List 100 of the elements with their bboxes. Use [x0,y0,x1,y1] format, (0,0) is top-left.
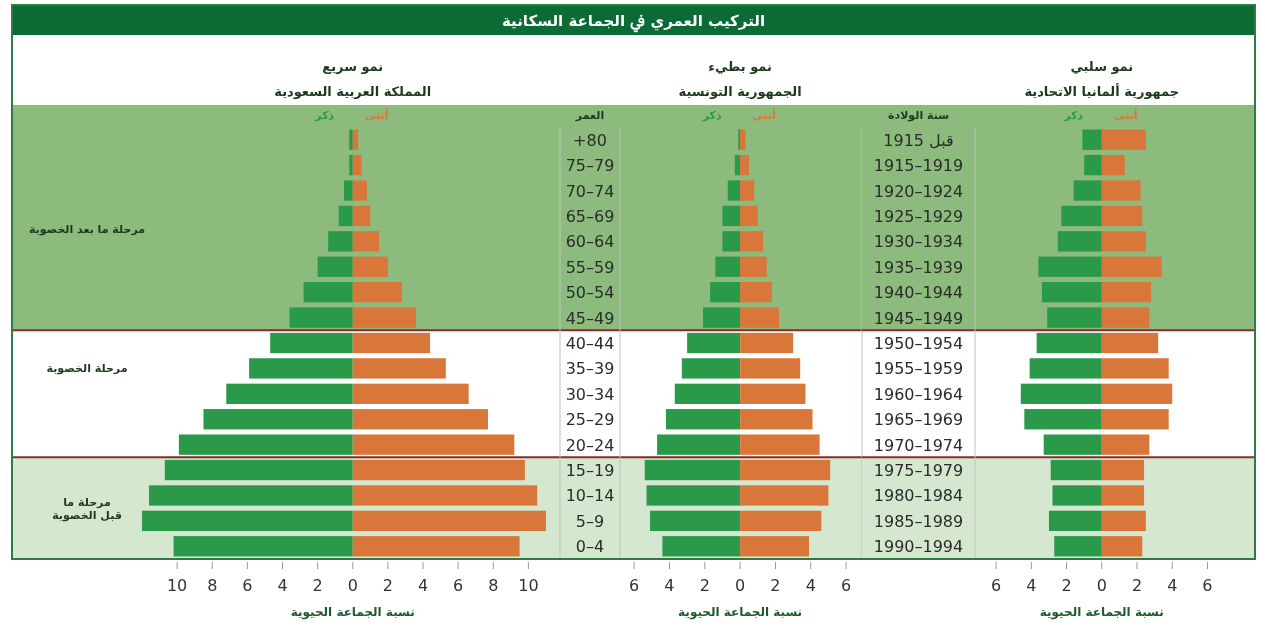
x-tick-label: 0 [347,576,358,595]
bar [1043,434,1102,455]
bar [740,536,810,557]
bar [352,129,359,150]
bar [715,256,741,277]
bar [740,129,746,150]
bar [1101,409,1169,430]
bar [650,510,741,532]
chart-subtitle: المملكة العربية السعودية [274,84,432,99]
bar [303,282,353,303]
y-tick-label: 1935–1939 [873,257,964,277]
y-tick-label: 20–24 [565,435,615,455]
y-tick-label: 5–9 [575,511,605,531]
chart-title: نمو سلبي [1070,59,1134,74]
x-tick-label: 10 [166,576,188,595]
y-tick-label: 1925–1929 [873,206,964,226]
bar [740,256,767,277]
bar [352,282,402,303]
bar [352,434,515,455]
series-label: أنثى [364,108,389,122]
bar [681,358,741,379]
bar [740,459,831,481]
y-tick-label: 1975–1979 [873,461,964,481]
bar [352,536,520,557]
series-label: أنثى [1114,108,1138,122]
bar [740,231,764,252]
y-tick-label: 1915–1919 [873,156,964,176]
bar [352,154,362,176]
bar [352,231,380,252]
bar [1101,459,1145,481]
bar [352,332,431,354]
bar [1101,358,1169,379]
y-tick-label: 1930–1934 [873,232,964,252]
bar [1101,307,1150,328]
bar [1052,485,1102,506]
y-tick-label: 1955–1959 [873,359,964,379]
bar [249,358,353,379]
annotation: مرحلة الخصوبة [46,362,128,376]
x-axis-title: نسبة الجماعة الحيوية [1039,605,1164,620]
bar [343,180,353,201]
bar [203,409,353,430]
bar [1084,154,1102,176]
bar [1073,180,1102,201]
x-axis-title: نسبة الجماعة الحيوية [678,605,803,620]
x-tick-label: 0 [1096,576,1107,595]
y-tick-label: 35–39 [565,359,615,379]
bar [338,205,353,227]
bar [349,129,353,150]
chart-title: نمو سريع [322,59,384,74]
y-tick-label: 1950–1954 [873,334,964,353]
x-tick-label: 4 [417,576,429,595]
bar [1048,510,1102,532]
chart-subtitle: الجمهورية التونسية [678,84,802,99]
bar [1101,205,1143,227]
x-tick-label: 6 [841,576,852,595]
band-label: مرحلة ما قبل الخصوبة [52,495,122,522]
bar [352,256,388,277]
bar [349,154,353,176]
bar [1101,256,1162,277]
y-tick-label: 55–59 [565,257,615,277]
x-tick-label: 6 [1202,576,1213,595]
x-tick-label: 2 [770,576,781,595]
bar [328,231,353,252]
text: التركيب العمري ﰲ الجماعة السكانية [501,12,766,33]
bar [740,358,801,379]
x-tick-label: 8 [207,576,218,595]
bar [1101,180,1141,201]
bar [178,434,353,455]
y-tick-label: 0–4 [575,537,605,557]
y-tick-label: 1960–1964 [873,384,964,404]
y-tick-label: 1970–1974 [873,435,964,455]
x-tick-label: 6 [242,576,253,595]
y-tick-label: +80 [573,130,607,150]
bar [740,282,772,303]
bar [352,409,488,430]
bar [1057,231,1102,252]
bar [687,332,741,354]
x-tick-label: 2 [312,576,323,595]
x-tick-label: 6 [453,576,464,595]
bar [1101,434,1150,455]
bar [644,459,741,481]
bar [1101,510,1146,532]
y-tick-label: 50–54 [565,283,615,303]
x-tick-label: 4 [805,576,816,595]
bar [710,282,741,303]
bar [1050,459,1102,481]
series-label: ذكر [701,109,722,122]
series-label: ذكر [1063,109,1084,122]
bar [289,307,353,328]
bar [270,332,353,354]
x-tick-label: 2 [699,576,710,595]
bar [1029,358,1102,379]
bar [352,485,538,506]
bar [740,154,749,176]
y-tick-label: 75–79 [565,156,615,176]
y-tick-label: 25–29 [565,410,615,430]
bar [646,485,741,506]
y-tick-label: 1990–1994 [873,537,964,557]
bar [226,383,353,404]
bar [1024,409,1102,430]
